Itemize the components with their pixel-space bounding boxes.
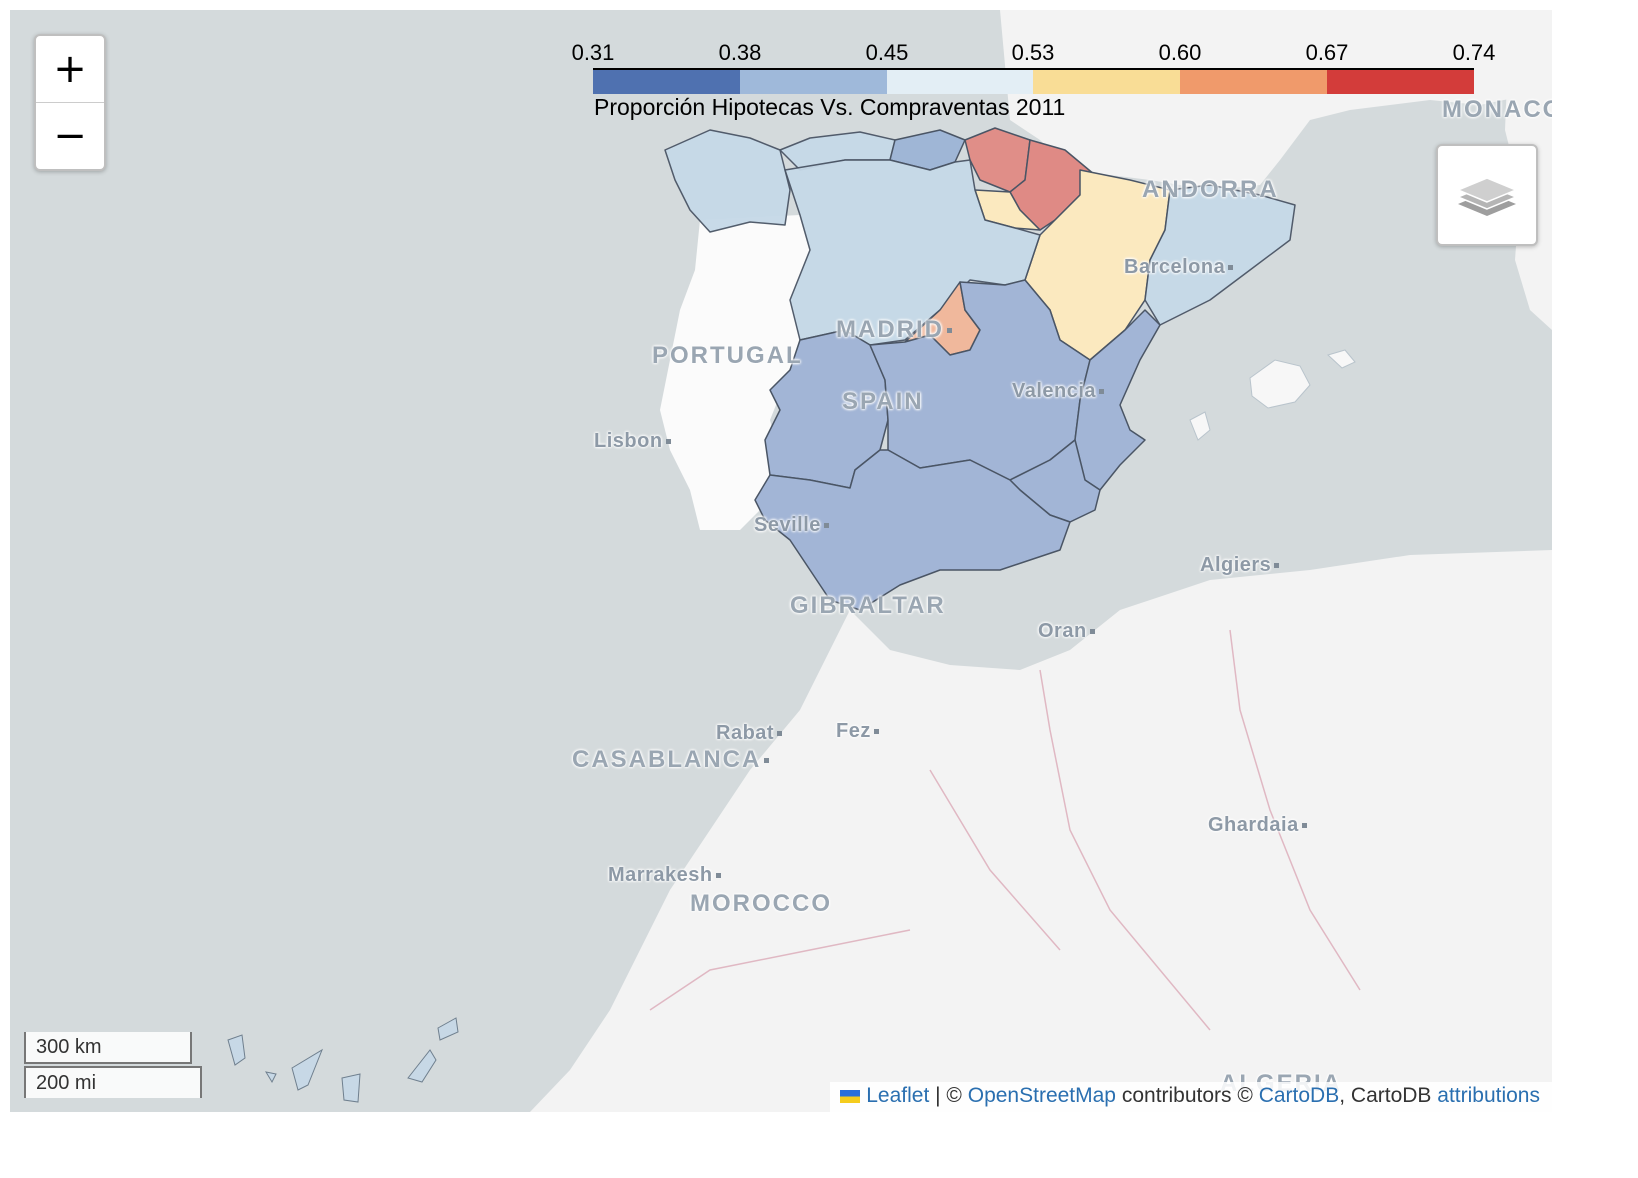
label-barcelona: Barcelona bbox=[1124, 256, 1233, 279]
label-algiers: Algiers bbox=[1200, 554, 1279, 577]
legend-swatch bbox=[739, 70, 887, 94]
zoom-out-button[interactable]: − bbox=[36, 102, 104, 169]
legend-color-bar bbox=[593, 68, 1474, 94]
label-monaco: MONACO bbox=[1442, 96, 1552, 123]
legend-tick: 0.31 bbox=[571, 40, 615, 65]
cartodb-link[interactable]: CartoDB bbox=[1258, 1084, 1340, 1107]
legend-swatch bbox=[886, 70, 1034, 94]
zoom-in-button[interactable]: + bbox=[53, 46, 87, 92]
layers-button[interactable] bbox=[1436, 144, 1538, 246]
legend-swatch bbox=[1327, 70, 1474, 94]
region-andalucia bbox=[754, 449, 1071, 611]
region-galicia bbox=[664, 129, 791, 233]
legend-swatch bbox=[593, 70, 740, 94]
legend-tick: 0.53 bbox=[1011, 40, 1055, 65]
canary-5 bbox=[437, 1017, 459, 1041]
label-madrid: MADRID bbox=[836, 316, 952, 344]
label-ghardaia: Ghardaia bbox=[1208, 814, 1307, 837]
attributions-link[interactable]: attributions bbox=[1437, 1084, 1540, 1107]
label-morocco: MOROCCO bbox=[690, 890, 832, 917]
legend-caption: Proporción Hipotecas Vs. Compraventas 20… bbox=[594, 94, 1066, 120]
label-lisbon: Lisbon bbox=[594, 430, 671, 453]
label-fez: Fez bbox=[836, 720, 879, 743]
attribution: Leaflet | © OpenStreetMap contributors ©… bbox=[830, 1082, 1552, 1112]
attribution-text: , CartoDB bbox=[1339, 1084, 1438, 1107]
africa-borders bbox=[649, 629, 1361, 1031]
label-portugal: PORTUGAL bbox=[652, 342, 803, 369]
menorca bbox=[1327, 349, 1356, 369]
map-container[interactable]: MONACO ANDORRA Barcelona MADRID PORTUGAL… bbox=[10, 10, 1552, 1112]
osm-link[interactable]: OpenStreetMap bbox=[967, 1084, 1116, 1107]
legend-swatch bbox=[1033, 70, 1181, 94]
spain-regions bbox=[664, 127, 1296, 611]
ukraine-flag-icon bbox=[840, 1089, 861, 1103]
attribution-text: | © bbox=[929, 1084, 968, 1107]
region-catalonia bbox=[1144, 184, 1296, 326]
label-spain: SPAIN bbox=[842, 388, 924, 415]
canary-2 bbox=[291, 1048, 324, 1091]
canary-1 bbox=[227, 1034, 246, 1066]
legend-tick: 0.45 bbox=[865, 40, 909, 65]
layers-icon bbox=[1456, 177, 1518, 216]
label-gibraltar: GIBRALTAR bbox=[790, 592, 946, 619]
legend-tick: 0.67 bbox=[1305, 40, 1349, 65]
zoom-control: + − bbox=[34, 34, 106, 171]
scale-mi: 200 mi bbox=[24, 1066, 202, 1098]
scale-km: 300 km bbox=[24, 1032, 192, 1064]
france-land bbox=[1000, 10, 1552, 190]
scale-bar: 300 km 200 mi bbox=[24, 1032, 202, 1098]
region-navarra bbox=[1009, 139, 1096, 231]
region-basque bbox=[964, 127, 1031, 193]
canary-3 bbox=[341, 1073, 361, 1103]
label-oran: Oran bbox=[1038, 620, 1095, 643]
label-rabat: Rabat bbox=[716, 722, 782, 745]
legend-tick: 0.60 bbox=[1158, 40, 1202, 65]
leaflet-link[interactable]: Leaflet bbox=[866, 1084, 930, 1107]
basemap bbox=[227, 10, 1552, 1112]
label-valencia: Valencia bbox=[1012, 380, 1104, 403]
label-casablanca: CASABLANCA bbox=[572, 746, 769, 774]
label-andorra: ANDORRA bbox=[1142, 176, 1279, 203]
canary-6 bbox=[264, 1071, 277, 1084]
ibiza bbox=[1189, 411, 1211, 441]
legend-tick: 0.38 bbox=[718, 40, 762, 65]
attribution-text: contributors © bbox=[1116, 1084, 1259, 1107]
label-marrakesh: Marrakesh bbox=[608, 864, 721, 887]
africa-land bbox=[530, 550, 1552, 1112]
mallorca bbox=[1249, 359, 1311, 409]
label-seville: Seville bbox=[754, 514, 829, 537]
color-legend: 0.31 0.38 0.45 0.53 0.60 0.67 0.74 Propo… bbox=[565, 36, 1500, 126]
canary-4 bbox=[407, 1049, 437, 1083]
legend-tick: 0.74 bbox=[1452, 40, 1496, 65]
legend-swatch bbox=[1180, 70, 1328, 94]
